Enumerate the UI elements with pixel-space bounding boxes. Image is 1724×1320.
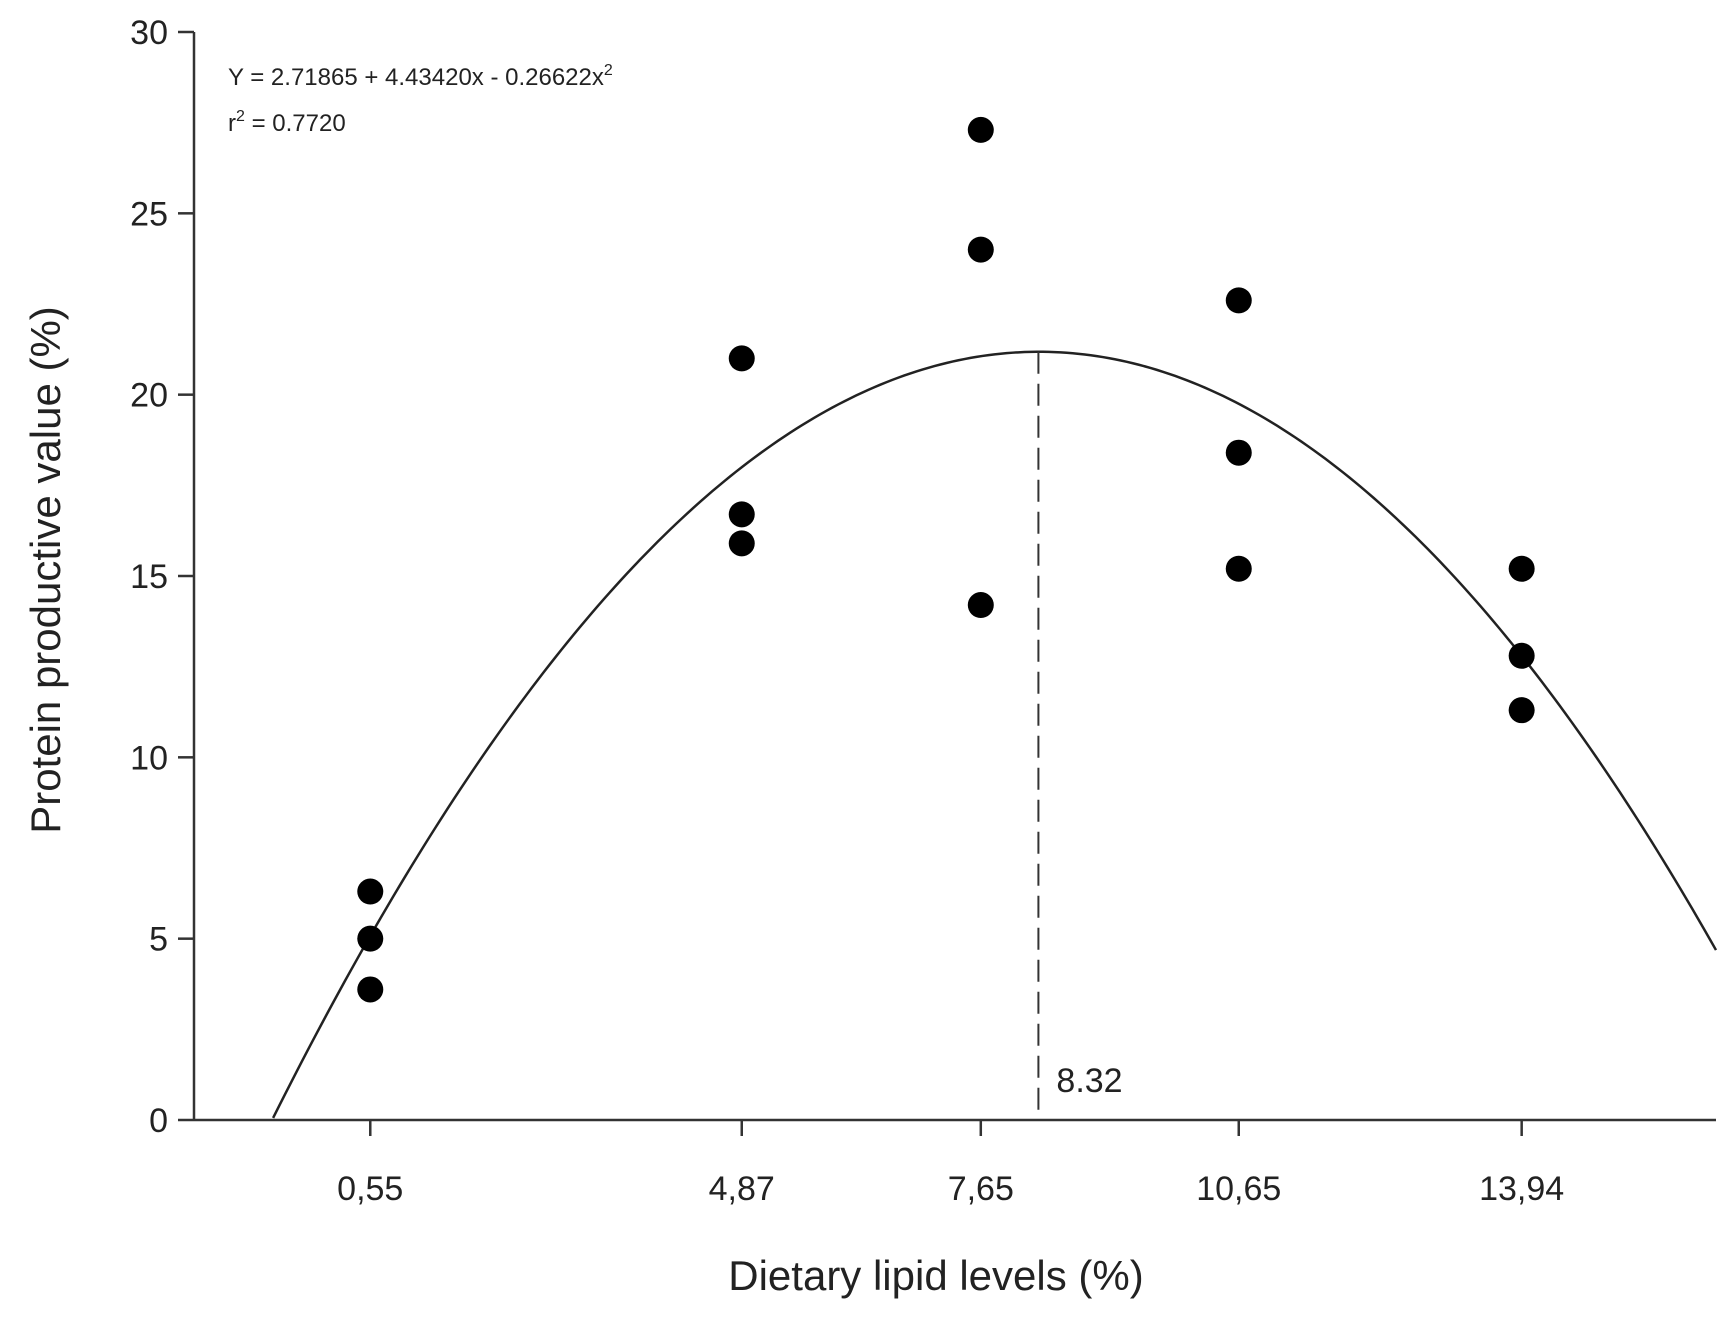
data-point — [1225, 439, 1252, 466]
x-tick-label: 13,94 — [1479, 1170, 1564, 1208]
axes: 0 5 10 15 20 25 30 0,55 4,87 7,65 10,65 13,94 — [130, 14, 1716, 1208]
y-axis-title: Protein productive value (%) — [22, 306, 69, 834]
data-point — [967, 116, 994, 143]
data-point — [1225, 555, 1252, 582]
data-point — [967, 592, 994, 619]
y-tick-label: 10 — [130, 739, 168, 777]
y-tick-label: 5 — [149, 921, 168, 959]
data-point — [357, 878, 384, 905]
data-point — [1225, 287, 1252, 314]
y-tick-label: 30 — [130, 14, 168, 52]
data-point — [728, 501, 755, 528]
optimum-label: 8.32 — [1056, 1062, 1122, 1100]
x-axis-title: Dietary lipid levels (%) — [728, 1252, 1143, 1299]
y-tick-label: 0 — [149, 1102, 168, 1140]
labels-layer: 8.32 — [1056, 1062, 1122, 1100]
fit-layer — [271, 350, 1718, 1120]
y-tick-label: 15 — [130, 558, 168, 596]
data-point — [967, 236, 994, 263]
data-point — [1508, 555, 1535, 582]
data-point — [728, 530, 755, 557]
data-point — [1508, 642, 1535, 669]
data-point — [357, 925, 384, 952]
y-tick-label: 25 — [130, 195, 168, 233]
data-point — [357, 976, 384, 1003]
r2-label: r2 = 0.7720 — [228, 108, 346, 137]
x-tick-label: 10,65 — [1196, 1170, 1281, 1208]
x-tick-label: 4,87 — [709, 1170, 775, 1208]
x-tick-label: 7,65 — [948, 1170, 1014, 1208]
equation-label: Y = 2.71865 + 4.43420x - 0.26622x2 — [228, 62, 613, 91]
data-point — [1508, 697, 1535, 724]
y-tick-label: 20 — [130, 377, 168, 415]
fit-curve — [271, 350, 1718, 1119]
x-tick-label: 0,55 — [337, 1170, 403, 1208]
data-point — [728, 345, 755, 372]
points-layer — [357, 116, 1535, 1003]
